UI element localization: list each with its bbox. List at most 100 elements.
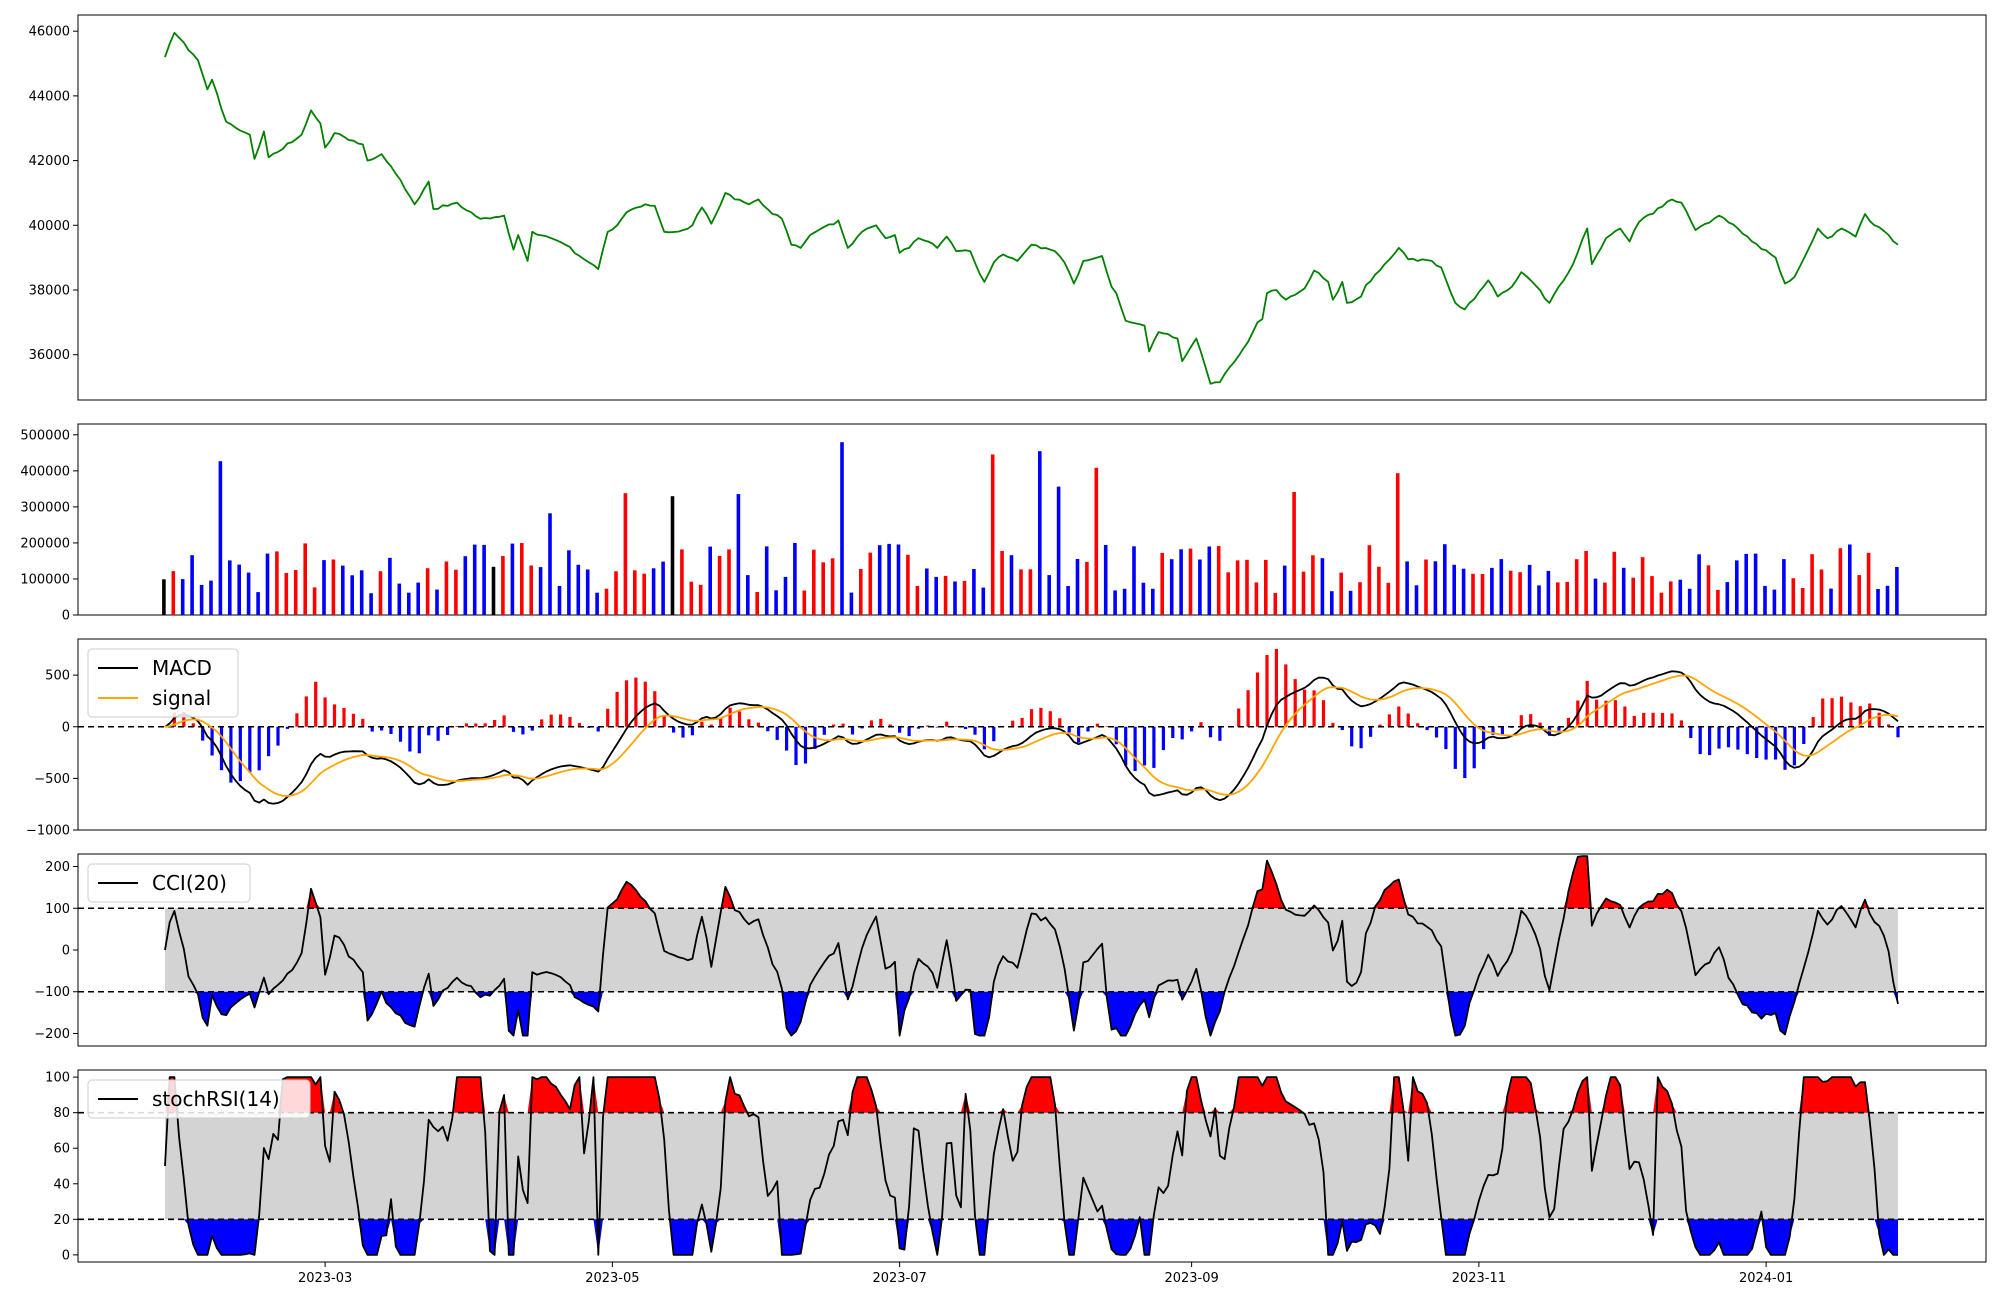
macd-histogram-bar	[1774, 726, 1778, 760]
cci-ytick-label: −100	[34, 985, 70, 1000]
volume-bar	[538, 567, 543, 615]
macd-histogram-bar	[1500, 726, 1504, 735]
volume-bar	[1273, 593, 1278, 615]
volume-bar	[293, 570, 298, 615]
macd-histogram-bar	[1660, 713, 1665, 727]
macd-histogram-bar	[1199, 722, 1203, 727]
macd-histogram-bar	[1613, 700, 1617, 727]
macd-legend-label: MACD	[152, 656, 212, 680]
volume-bar	[802, 590, 807, 615]
volume-bar	[595, 592, 599, 615]
cci-overbought-fill	[165, 856, 1898, 909]
volume-bar	[1386, 582, 1391, 615]
macd-histogram-bar	[1274, 648, 1278, 727]
volume-bar	[369, 593, 373, 615]
volume-bar	[1753, 553, 1758, 615]
macd-histogram-bar	[662, 716, 666, 727]
volume-bar	[1292, 492, 1296, 615]
macd-histogram-bar	[521, 726, 525, 735]
macd-histogram-bar	[1246, 690, 1250, 727]
stochrsi-band-fill	[165, 1112, 1898, 1220]
volume-bar	[1735, 560, 1739, 615]
macd-histogram-bar	[916, 726, 921, 729]
volume-bar	[1819, 569, 1824, 615]
volume-bar	[1866, 552, 1871, 615]
volume-bar	[1556, 582, 1560, 615]
volume-bar	[388, 557, 392, 615]
volume-bar	[962, 580, 967, 615]
macd-histogram-bar	[747, 719, 751, 727]
price-ytick-label: 36000	[29, 348, 70, 363]
macd-histogram-bar	[483, 723, 487, 727]
volume-bar	[1085, 561, 1089, 615]
volume-bar	[1471, 573, 1475, 615]
volume-bar	[1179, 549, 1183, 615]
macd-histogram-bar	[1359, 726, 1363, 749]
volume-bar	[1725, 582, 1730, 615]
volume-bar	[651, 568, 656, 615]
macd-histogram-bar	[314, 681, 318, 727]
xtick-label: 2023-03	[298, 1271, 352, 1286]
volume-bar	[1508, 570, 1513, 615]
macd-histogram-bar	[1378, 724, 1382, 727]
volume-bar	[1094, 467, 1099, 615]
volume-bar	[1443, 544, 1447, 615]
macd-histogram-bar	[1218, 726, 1222, 741]
stochrsi-ytick-label: 60	[53, 1142, 70, 1157]
macd-histogram-bar	[1811, 717, 1815, 727]
macd-histogram-bar	[1491, 726, 1495, 735]
volume-bar	[821, 562, 825, 615]
volume-bar	[840, 442, 844, 615]
macd-histogram-bar	[1472, 726, 1476, 769]
macd-histogram-bar	[888, 724, 892, 727]
volume-bar	[1339, 572, 1343, 615]
volume-bar	[1113, 590, 1117, 615]
macd-histogram-bar	[1369, 726, 1373, 737]
volume-bar	[1358, 582, 1362, 615]
macd-histogram-bar	[351, 713, 355, 727]
volume-bar	[322, 560, 326, 615]
xtick-label: 2023-05	[585, 1271, 639, 1286]
macd-histogram-bar	[766, 726, 770, 732]
macd-histogram-bar	[1642, 712, 1646, 727]
macd-histogram-bar	[464, 723, 468, 727]
volume-bar	[1537, 585, 1541, 615]
macd-line	[164, 670, 1899, 805]
macd-histogram-bar	[511, 726, 516, 732]
macd-histogram-bar	[1755, 726, 1759, 758]
price-ytick-label: 40000	[29, 219, 70, 234]
macd-histogram-bar	[1632, 715, 1636, 727]
macd-histogram-bar	[1293, 679, 1297, 727]
volume-bar	[303, 543, 307, 615]
volume-bar	[1066, 586, 1070, 615]
macd-histogram-bar	[973, 726, 977, 735]
macd-histogram-bar	[1453, 726, 1457, 769]
volume-bar	[774, 590, 778, 615]
macd-histogram-bar	[1152, 726, 1156, 768]
volume-bar	[341, 565, 345, 615]
volume-bar	[1621, 567, 1626, 615]
macd-histogram-bar	[1284, 664, 1288, 727]
macd-histogram-bar	[1142, 726, 1147, 766]
volume-bar	[190, 555, 194, 615]
volume-bar	[510, 543, 515, 615]
macd-histogram-bar	[1171, 726, 1175, 738]
volume-bar	[1198, 559, 1202, 615]
macd-histogram-bar	[1783, 726, 1787, 770]
macd-histogram-bar	[1717, 726, 1721, 749]
macd-histogram-bar	[172, 712, 176, 727]
volume-bar	[557, 586, 562, 615]
volume-bar	[567, 550, 571, 615]
macd-histogram-bar	[1585, 680, 1589, 727]
macd-histogram-bar	[1764, 726, 1768, 760]
macd-histogram-bar	[1105, 726, 1109, 727]
macd-histogram-bar	[1124, 726, 1128, 766]
macd-histogram-bar	[219, 726, 224, 771]
volume-bar	[1659, 592, 1664, 615]
macd-histogram-bar	[408, 726, 412, 752]
volume-bar	[1264, 559, 1268, 615]
macd-histogram-bar	[446, 726, 450, 735]
stochrsi-ytick-label: 100	[45, 1071, 70, 1086]
macd-histogram-bar	[229, 726, 233, 783]
macd-histogram-bar	[389, 726, 393, 734]
